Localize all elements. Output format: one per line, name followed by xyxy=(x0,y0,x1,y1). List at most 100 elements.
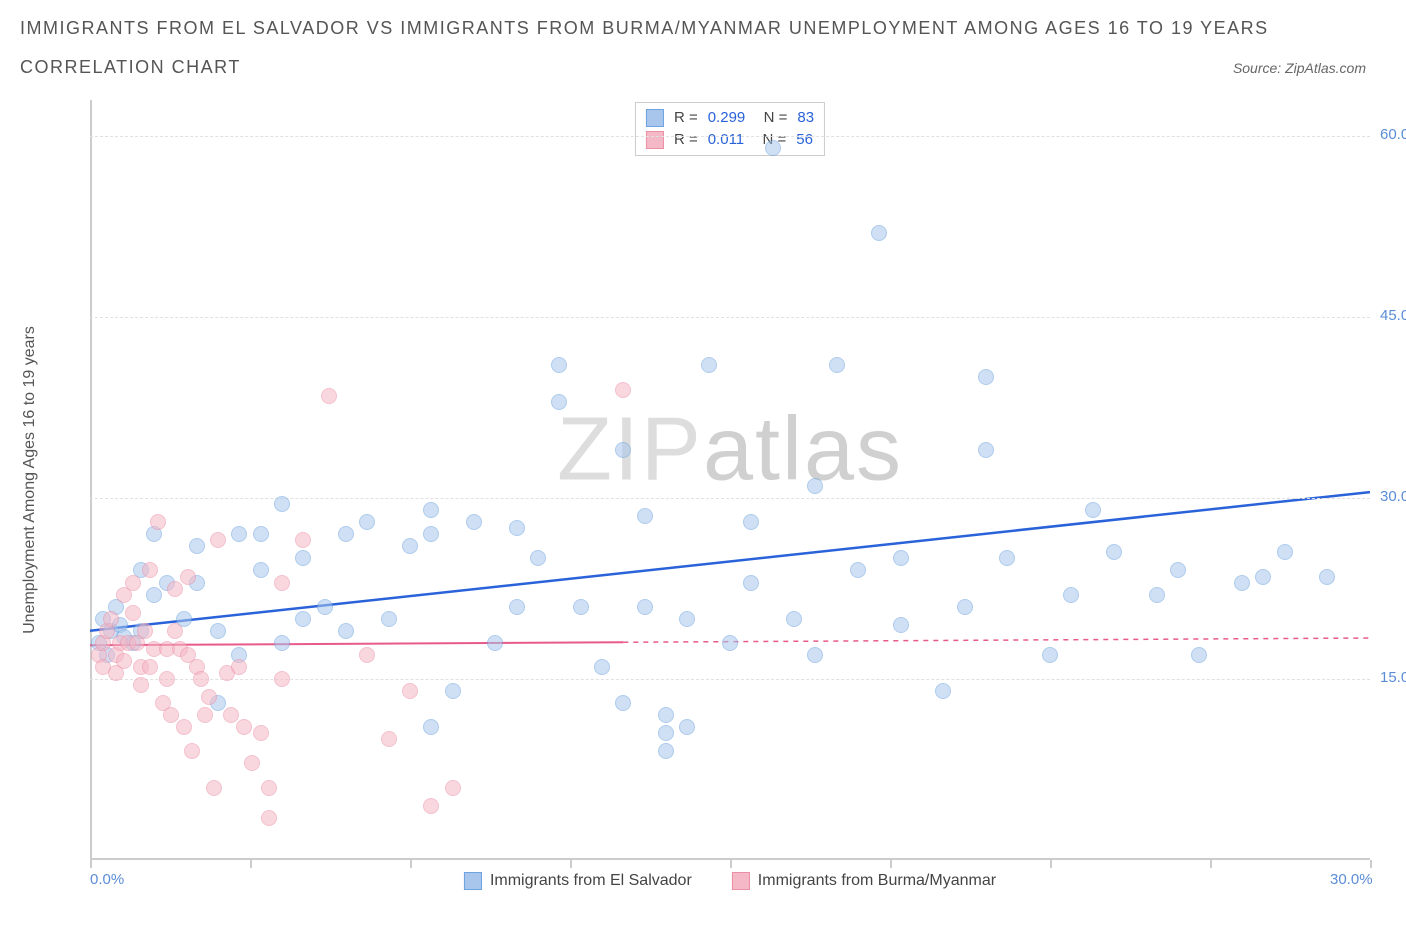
data-point xyxy=(206,780,222,796)
legend-swatch xyxy=(732,872,750,890)
data-point xyxy=(637,508,653,524)
data-point xyxy=(159,671,175,687)
data-point xyxy=(743,514,759,530)
data-point xyxy=(679,719,695,735)
data-point xyxy=(594,659,610,675)
data-point xyxy=(1234,575,1250,591)
x-tick xyxy=(1370,860,1372,868)
data-point xyxy=(261,780,277,796)
grid-line xyxy=(90,317,1370,318)
data-point xyxy=(743,575,759,591)
legend-swatch xyxy=(646,131,664,149)
data-point xyxy=(231,659,247,675)
data-point xyxy=(978,442,994,458)
data-point xyxy=(253,526,269,542)
data-point xyxy=(210,532,226,548)
legend-stats: R = 0.299 N = 83R = 0.011 N = 56 xyxy=(635,102,825,156)
legend-stat-row: R = 0.011 N = 56 xyxy=(646,129,814,151)
data-point xyxy=(317,599,333,615)
data-point xyxy=(274,671,290,687)
data-point xyxy=(658,707,674,723)
y-axis-title: Unemployment Among Ages 16 to 19 years xyxy=(21,326,39,634)
data-point xyxy=(509,599,525,615)
legend-r-label: R = xyxy=(674,129,698,151)
y-tick-label: 60.0% xyxy=(1380,126,1406,143)
data-point xyxy=(658,743,674,759)
legend-swatch xyxy=(464,872,482,890)
data-point xyxy=(146,587,162,603)
data-point xyxy=(201,689,217,705)
legend-series-label: Immigrants from Burma/Myanmar xyxy=(758,872,996,890)
data-point xyxy=(223,707,239,723)
data-point xyxy=(637,599,653,615)
data-point xyxy=(1085,502,1101,518)
source-label: Source: ZipAtlas.com xyxy=(1233,60,1386,76)
data-point xyxy=(167,623,183,639)
data-point xyxy=(231,526,247,542)
data-point xyxy=(210,623,226,639)
data-point xyxy=(466,514,482,530)
data-point xyxy=(163,707,179,723)
legend-series: Immigrants from El Salvador Immigrants fr… xyxy=(464,872,996,890)
data-point xyxy=(445,683,461,699)
data-point xyxy=(253,725,269,741)
legend-stat-row: R = 0.299 N = 83 xyxy=(646,107,814,129)
data-point xyxy=(999,550,1015,566)
data-point xyxy=(244,755,260,771)
data-point xyxy=(253,562,269,578)
page-subtitle: CORRELATION CHART xyxy=(20,57,241,78)
legend-r-label: R = xyxy=(674,107,698,129)
data-point xyxy=(1106,544,1122,560)
data-point xyxy=(551,357,567,373)
data-point xyxy=(1277,544,1293,560)
data-point xyxy=(615,442,631,458)
data-point xyxy=(509,520,525,536)
data-point xyxy=(423,502,439,518)
x-tick xyxy=(90,860,92,868)
data-point xyxy=(1170,562,1186,578)
data-point xyxy=(295,611,311,627)
page-title: IMMIGRANTS FROM EL SALVADOR VS IMMIGRANT… xyxy=(20,18,1386,39)
data-point xyxy=(615,695,631,711)
legend-n-label: N = xyxy=(755,107,787,129)
x-tick-label: 30.0% xyxy=(1330,871,1373,888)
data-point xyxy=(197,707,213,723)
x-tick xyxy=(250,860,252,868)
data-point xyxy=(765,140,781,156)
data-point xyxy=(381,731,397,747)
data-point xyxy=(1255,569,1271,585)
data-point xyxy=(871,225,887,241)
data-point xyxy=(829,357,845,373)
data-point xyxy=(338,623,354,639)
data-point xyxy=(116,653,132,669)
data-point xyxy=(445,780,461,796)
data-point xyxy=(893,550,909,566)
data-point xyxy=(807,478,823,494)
data-point xyxy=(423,798,439,814)
y-tick-label: 45.0% xyxy=(1380,307,1406,324)
legend-series-label: Immigrants from El Salvador xyxy=(490,872,692,890)
legend-n-value: 56 xyxy=(796,129,813,151)
data-point xyxy=(1042,647,1058,663)
data-point xyxy=(359,514,375,530)
watermark: ZIPatlas xyxy=(557,398,903,501)
data-point xyxy=(184,743,200,759)
data-point xyxy=(1319,569,1335,585)
data-point xyxy=(423,719,439,735)
data-point xyxy=(679,611,695,627)
plot-area: ZIPatlas R = 0.299 N = 83R = 0.011 N = 5… xyxy=(90,100,1370,860)
data-point xyxy=(321,388,337,404)
data-point xyxy=(573,599,589,615)
data-point xyxy=(167,581,183,597)
data-point xyxy=(295,532,311,548)
data-point xyxy=(850,562,866,578)
legend-series-item: Immigrants from Burma/Myanmar xyxy=(732,872,996,890)
y-axis-line xyxy=(90,100,92,860)
data-point xyxy=(402,538,418,554)
data-point xyxy=(137,623,153,639)
legend-n-value: 83 xyxy=(797,107,814,129)
data-point xyxy=(935,683,951,699)
data-point xyxy=(423,526,439,542)
x-tick xyxy=(410,860,412,868)
data-point xyxy=(1149,587,1165,603)
